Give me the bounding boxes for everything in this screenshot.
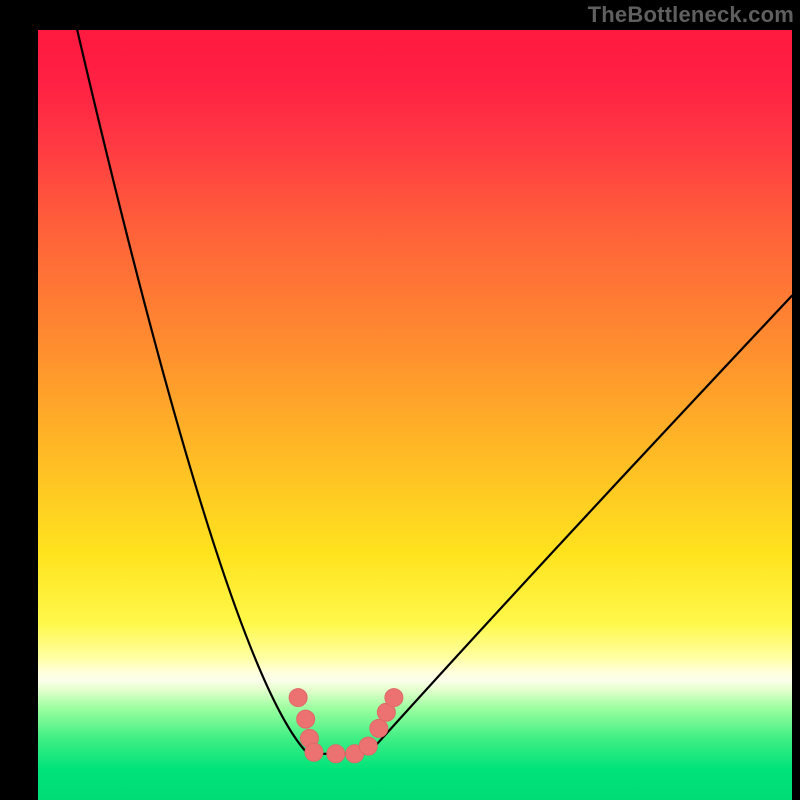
marker-dot	[289, 689, 307, 707]
bottom-markers	[289, 689, 403, 763]
marker-dot	[297, 710, 315, 728]
chart-stage: TheBottleneck.com	[0, 0, 800, 800]
marker-dot	[305, 743, 323, 761]
marker-dot	[370, 719, 388, 737]
curve-layer	[38, 30, 792, 800]
marker-dot	[385, 689, 403, 707]
marker-dot	[327, 745, 345, 763]
watermark-text: TheBottleneck.com	[588, 2, 794, 28]
marker-dot	[359, 737, 377, 755]
v-curve-line	[77, 30, 792, 754]
plot-area	[38, 30, 792, 800]
